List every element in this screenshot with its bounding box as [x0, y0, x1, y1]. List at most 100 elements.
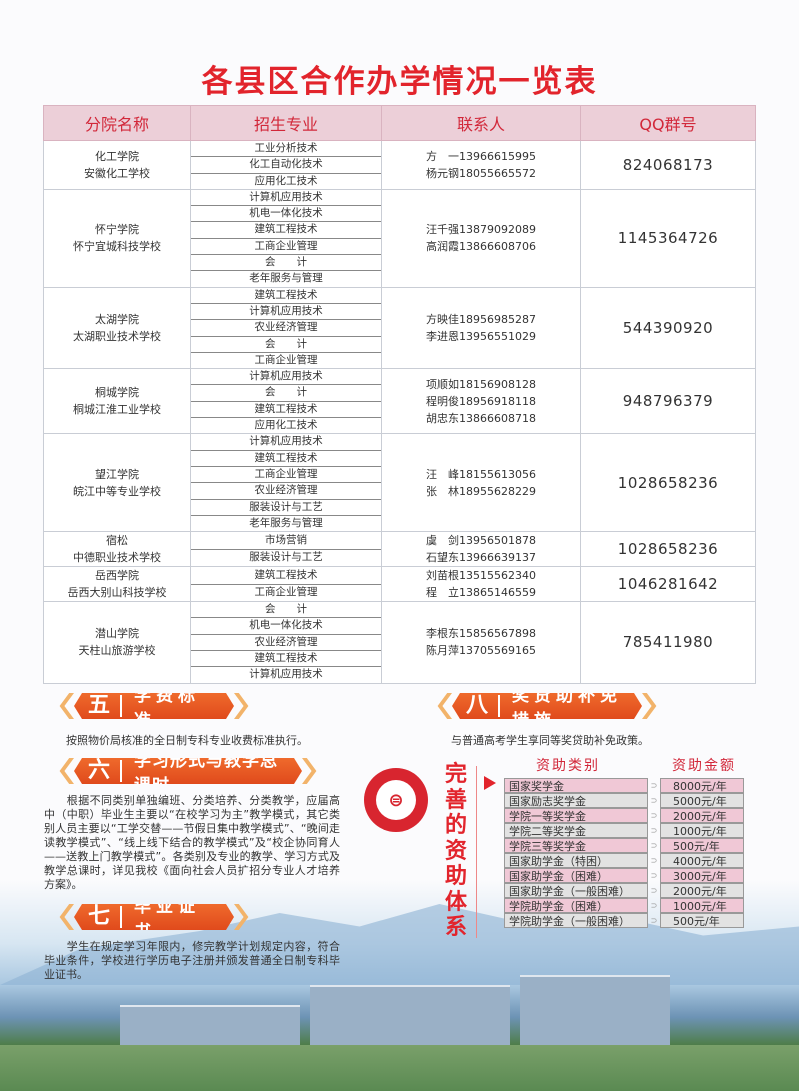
- aid-amount-header: 资助金额: [672, 758, 736, 774]
- table-row: 怀宁学院 怀宁宜城科技学校 计算机应用技术 机电一体化技术 建筑工程技术 工商企业管理会 …: [43, 188, 756, 288]
- graduation-text: 学生在规定学习年限内，修完教学计划规定内容，符合毕业条件，学校进行学历电子注册并…: [44, 940, 340, 981]
- contact-person: 杨元钢18055665572: [426, 166, 536, 180]
- branch-name-cell: 宿松 中德职业技术学校: [43, 531, 191, 568]
- branch-name-line: 桐城江淮工业学校: [73, 403, 161, 417]
- contact-cell: 汪 峰18155613056 张 林18955628229: [381, 433, 581, 533]
- majors-cell: 计算机应用技术 建筑工程技术 工商企业管理 农业经济管理 服装设计与工艺 老年服务与管理: [190, 433, 382, 533]
- major-item: 计算机应用技术: [191, 434, 381, 451]
- qq-group-number: 1046281642: [580, 566, 756, 603]
- contact-person: 胡忠东13866608718: [426, 411, 536, 425]
- contact-cell: 刘苗根13515562340 程 立13865146559: [381, 566, 581, 603]
- aid-amount: 2000元/年: [660, 883, 744, 898]
- major-item: 建筑工程技术: [191, 288, 381, 304]
- branch-name-line: 化工学院: [95, 149, 139, 163]
- majors-cell: 建筑工程技术 工商企业管理: [190, 566, 382, 603]
- aid-category: 学院助学金（困难）: [504, 898, 648, 913]
- header-majors: 招生专业: [190, 105, 382, 141]
- aid-row: 国家励志奖学金 ⊃ 5000元/年: [504, 793, 744, 808]
- aid-category: 学院助学金（一般困难）: [504, 913, 648, 928]
- chevron-right-icon: [302, 758, 317, 784]
- contact-person: 李根东15856567898: [426, 627, 536, 641]
- connector-icon: ⊃: [650, 916, 658, 925]
- section-number: 五: [74, 695, 122, 717]
- major-item: 应用化工技术: [254, 419, 318, 432]
- major-item: 老年服务与管理: [249, 272, 323, 285]
- contact-person: 程 立13865146559: [426, 586, 536, 600]
- qq-group-number: 1028658236: [580, 433, 756, 533]
- section-five-banner: 五学费标准: [58, 693, 250, 719]
- majors-cell: 计算机应用技术 机电一体化技术 建筑工程技术 工商企业管理会 计老年服务与管理: [190, 188, 382, 288]
- chevron-left-icon: [59, 758, 74, 784]
- branch-name-cell: 岳西学院 岳西大别山科技学校: [43, 566, 191, 603]
- aid-amount: 500元/年: [660, 913, 744, 928]
- major-item: 计算机应用技术: [191, 304, 381, 321]
- majors-cell: 计算机应用技术会 计建筑工程技术 应用化工技术: [190, 368, 382, 435]
- table-row: 化工学院 安徽化工学校 工业分析技术 化工自动化技术 应用化工技术方 一13966615…: [43, 140, 756, 190]
- branch-name-line: 怀宁学院: [95, 223, 139, 237]
- aid-system-title: 完善的资助体系: [444, 762, 467, 940]
- major-item: 服装设计与工艺: [191, 500, 381, 516]
- section-number: 七: [74, 906, 122, 928]
- major-item: 工商企业管理: [191, 239, 381, 256]
- major-item: 建筑工程技术: [191, 451, 381, 467]
- aid-row: 学院助学金（困难） ⊃ 1000元/年: [504, 898, 744, 913]
- table-row: 桐城学院 桐城江淮工业学校 计算机应用技术会 计建筑工程技术 应用化工技术 项顺如181…: [43, 368, 756, 435]
- major-item: 工商企业管理: [254, 353, 318, 366]
- major-item: 农业经济管理: [191, 483, 381, 500]
- contact-cell: 李根东15856567898 陈月萍13705569165: [381, 601, 581, 684]
- aid-category: 国家助学金（特困）: [504, 853, 648, 868]
- major-item: 工业分析技术: [191, 141, 381, 158]
- aid-row: 国家助学金（困难） ⊃ 3000元/年: [504, 868, 744, 883]
- aid-amount: 1000元/年: [660, 898, 744, 913]
- table-row: 潜山学院 天柱山旅游学校会 计机电一体化技术 农业经济管理 建筑工程技术 计算机应用技术…: [43, 601, 756, 684]
- major-item: 工商企业管理: [254, 585, 318, 598]
- major-item: 服装设计与工艺: [249, 550, 323, 563]
- contact-person: 方映佳18956985287: [426, 312, 536, 326]
- aid-amount: 3000元/年: [660, 868, 744, 883]
- aid-row: 学院助学金（一般困难） ⊃ 500元/年: [504, 913, 744, 928]
- school-logo: ⊜: [364, 768, 428, 832]
- section-title: 学习形式与教学总课时: [134, 751, 279, 796]
- aid-amount: 500元/年: [660, 838, 744, 853]
- aid-row: 学院二等奖学金 ⊃ 1000元/年: [504, 823, 744, 838]
- chevron-left-icon: [59, 693, 74, 719]
- section-number: 六: [74, 760, 122, 782]
- major-item: 会 计: [191, 602, 381, 619]
- logo-emblem-icon: ⊜: [376, 780, 416, 820]
- aid-amount: 1000元/年: [660, 823, 744, 838]
- aid-amount: 8000元/年: [660, 778, 744, 793]
- major-item: 化工自动化技术: [191, 157, 381, 174]
- branch-name-cell: 怀宁学院 怀宁宜城科技学校: [43, 188, 191, 288]
- branch-name-cell: 桐城学院 桐城江淮工业学校: [43, 368, 191, 435]
- major-item: 建筑工程技术: [191, 568, 381, 585]
- table-header-row: 分院名称 招生专业 联系人 QQ群号: [43, 105, 756, 141]
- branch-name-line: 潜山学院: [95, 627, 139, 641]
- contact-person: 方 一13966615995: [426, 149, 536, 163]
- contact-person: 高润霞13866608706: [426, 240, 536, 254]
- major-item: 计算机应用技术: [191, 190, 381, 207]
- major-item: 农业经济管理: [191, 320, 381, 337]
- table-row: 岳西学院 岳西大别山科技学校 建筑工程技术 工商企业管理 刘苗根13515562340 程…: [43, 566, 756, 603]
- branch-name-cell: 化工学院 安徽化工学校: [43, 140, 191, 190]
- connector-icon: ⊃: [650, 856, 658, 865]
- major-item: 计算机应用技术: [191, 369, 381, 386]
- contact-cell: 汪千强13879092089 高润霞13866608706: [381, 188, 581, 288]
- cooperation-table: 分院名称 招生专业 联系人 QQ群号 化工学院 安徽化工学校 工业分析技术 化工自动化…: [43, 105, 756, 684]
- contact-person: 张 林18955628229: [426, 484, 536, 498]
- connector-icon: ⊃: [650, 826, 658, 835]
- contact-person: 李进恩13956551029: [426, 329, 536, 343]
- campus-building: [310, 985, 510, 1047]
- aid-table: 国家奖学金 ⊃ 8000元/年 国家励志奖学金 ⊃ 5000元/年 学院一等奖学金 ⊃ 2000…: [504, 778, 744, 928]
- chevron-left-icon: [59, 904, 74, 930]
- table-row: 望江学院 皖江中等专业学校 计算机应用技术 建筑工程技术 工商企业管理 农业经济管理 服装设…: [43, 433, 756, 533]
- qq-group-number: 948796379: [580, 368, 756, 435]
- contact-cell: 项顺如18156908128 程明俊18956918118 胡忠东138666087…: [381, 368, 581, 435]
- connector-icon: ⊃: [650, 901, 658, 910]
- contact-person: 虞 剑13956501878: [426, 534, 536, 548]
- qq-group-number: 785411980: [580, 601, 756, 684]
- branch-name-cell: 望江学院 皖江中等专业学校: [43, 433, 191, 533]
- branch-name-line: 岳西学院: [95, 569, 139, 583]
- aid-category: 国家奖学金: [504, 778, 648, 793]
- branch-name-line: 天柱山旅游学校: [78, 644, 156, 658]
- study-form-text: 根据不同类别单独编班、分类培养、分类教学，应届高中（中职）毕业生主要以“在校学习…: [44, 794, 340, 891]
